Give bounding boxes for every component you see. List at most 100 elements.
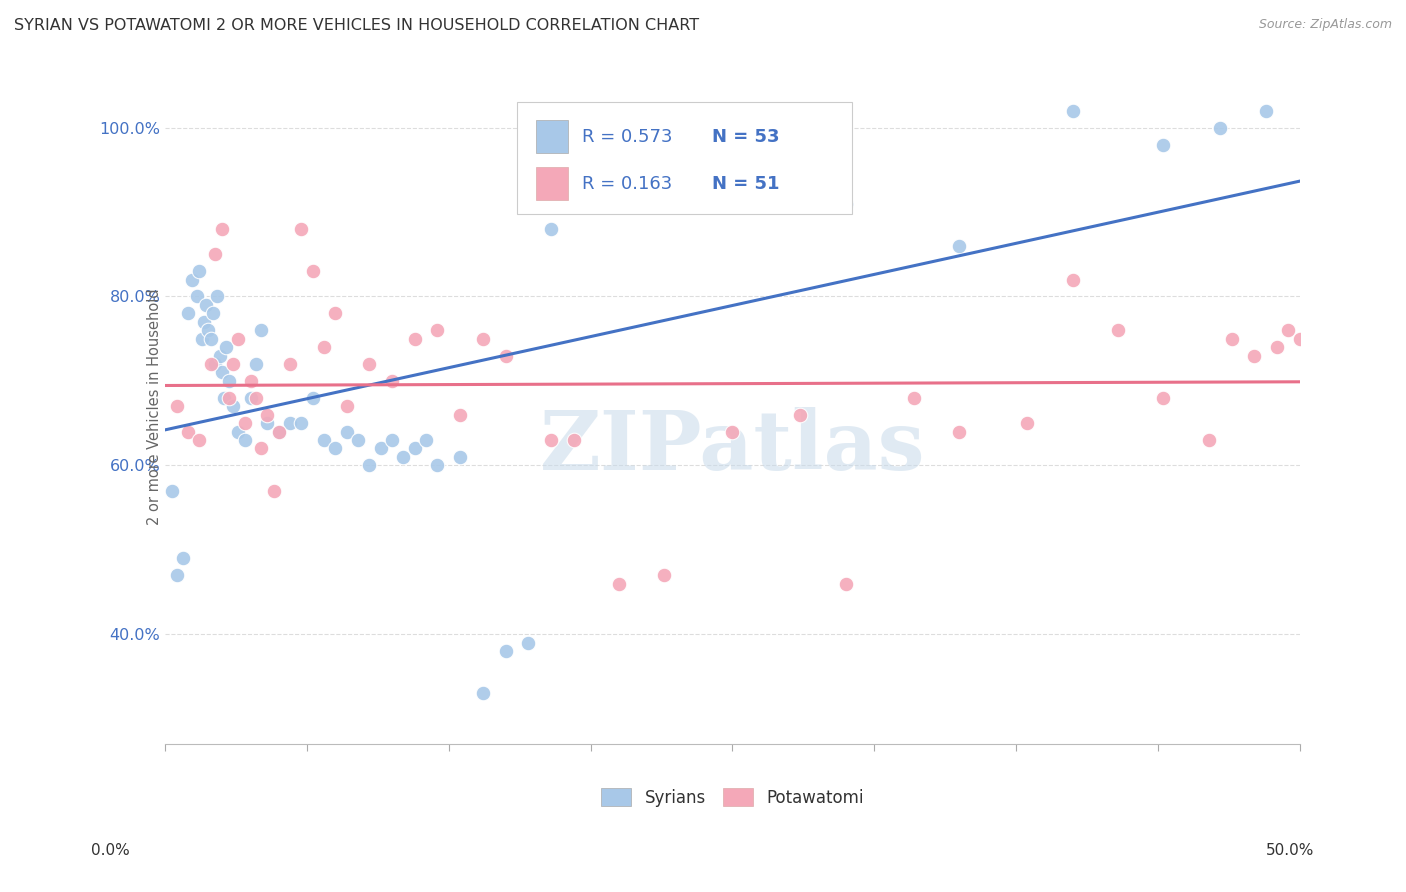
FancyBboxPatch shape <box>517 103 852 214</box>
Point <box>301 264 323 278</box>
Point <box>290 416 312 430</box>
Point <box>249 442 271 456</box>
Point <box>359 357 381 371</box>
Point <box>181 272 204 286</box>
Point <box>204 357 226 371</box>
Point <box>201 306 224 320</box>
Point <box>245 357 267 371</box>
Text: N = 51: N = 51 <box>711 175 779 194</box>
Point <box>381 374 404 388</box>
Legend: Syrians, Potawatomi: Syrians, Potawatomi <box>595 781 870 814</box>
Point <box>233 416 256 430</box>
Point <box>212 391 235 405</box>
Point <box>325 306 347 320</box>
Point <box>721 425 744 439</box>
Point <box>325 442 347 456</box>
Point <box>166 568 188 582</box>
Point <box>1153 137 1175 152</box>
Point <box>471 332 494 346</box>
FancyBboxPatch shape <box>536 120 568 153</box>
Point <box>256 416 278 430</box>
Point <box>312 433 335 447</box>
Point <box>1254 103 1277 118</box>
Text: N = 53: N = 53 <box>711 128 779 146</box>
Point <box>517 635 540 649</box>
Point <box>404 332 426 346</box>
Point <box>1299 349 1322 363</box>
Point <box>1288 332 1310 346</box>
Point <box>186 289 208 303</box>
Point <box>449 408 471 422</box>
Point <box>415 433 437 447</box>
Point <box>233 433 256 447</box>
Point <box>835 576 858 591</box>
Point <box>1243 349 1265 363</box>
Point <box>1220 332 1243 346</box>
Point <box>177 306 200 320</box>
Point <box>404 442 426 456</box>
Point <box>190 332 212 346</box>
Point <box>211 366 233 380</box>
Text: ZIPatlas: ZIPatlas <box>540 407 925 487</box>
Point <box>336 399 359 413</box>
Point <box>240 374 263 388</box>
Point <box>245 391 267 405</box>
Point <box>347 433 370 447</box>
Point <box>654 568 676 582</box>
Point <box>177 425 200 439</box>
Point <box>903 391 925 405</box>
Point <box>540 222 562 236</box>
Point <box>449 450 471 464</box>
Point <box>226 425 249 439</box>
Point <box>226 332 249 346</box>
Point <box>426 458 449 473</box>
Point <box>835 196 858 211</box>
Point <box>267 425 290 439</box>
Point <box>381 433 404 447</box>
Point <box>211 222 233 236</box>
Point <box>562 433 585 447</box>
Point <box>267 425 290 439</box>
Point <box>172 551 194 566</box>
Point <box>1209 120 1232 135</box>
Point <box>426 323 449 337</box>
Point <box>948 425 970 439</box>
Point <box>948 239 970 253</box>
Point <box>789 408 811 422</box>
Point <box>1277 323 1299 337</box>
Point <box>1017 416 1039 430</box>
Text: 0.0%: 0.0% <box>91 843 131 858</box>
Point <box>249 323 271 337</box>
Point <box>204 247 226 261</box>
Point <box>1107 323 1129 337</box>
Point <box>370 442 392 456</box>
Point <box>1310 340 1333 354</box>
Text: Source: ZipAtlas.com: Source: ZipAtlas.com <box>1258 18 1392 31</box>
Point <box>188 264 211 278</box>
Point <box>1198 433 1220 447</box>
Point <box>240 391 263 405</box>
Point <box>290 222 312 236</box>
Point <box>256 408 278 422</box>
Point <box>207 289 229 303</box>
Point <box>195 298 218 312</box>
Point <box>263 483 285 498</box>
Point <box>540 433 562 447</box>
Point <box>218 391 240 405</box>
Text: R = 0.163: R = 0.163 <box>582 175 672 194</box>
Point <box>301 391 323 405</box>
Point <box>208 349 231 363</box>
Point <box>166 399 188 413</box>
Point <box>197 323 219 337</box>
Point <box>1153 391 1175 405</box>
Point <box>1062 103 1084 118</box>
Point <box>495 349 517 363</box>
FancyBboxPatch shape <box>536 168 568 200</box>
Point <box>160 483 183 498</box>
Y-axis label: 2 or more Vehicles in Household: 2 or more Vehicles in Household <box>146 288 162 524</box>
Point <box>471 686 494 700</box>
Point <box>392 450 415 464</box>
Point <box>359 458 381 473</box>
Point <box>200 332 222 346</box>
Point <box>193 315 215 329</box>
